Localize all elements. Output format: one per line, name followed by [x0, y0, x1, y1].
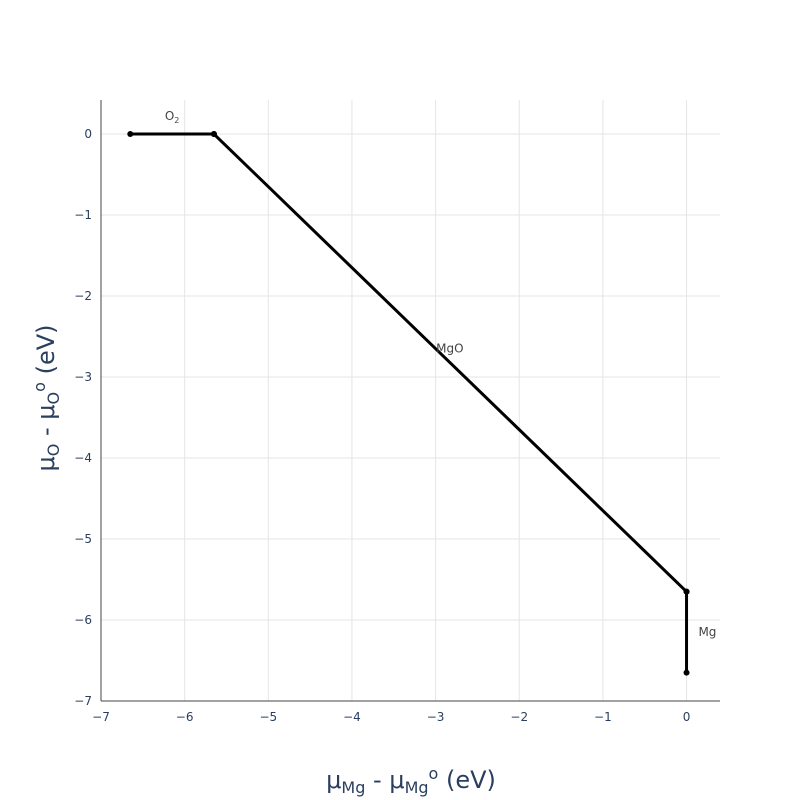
x-tick-label: −6 — [176, 710, 194, 724]
series-line — [212, 132, 688, 593]
x-tick-label: −7 — [92, 710, 110, 724]
region-label: MgO — [436, 342, 463, 356]
region-label: O2 — [165, 109, 180, 125]
x-tick-label: −4 — [343, 710, 361, 724]
axis-layer: −7 −6 −5 −4 −3 −2 −1 0 0 −1 −2 −3 −4 −5 −6 −7 — [74, 100, 720, 724]
y-tick-label: −2 — [74, 289, 92, 303]
x-tick-label: −3 — [427, 710, 445, 724]
series-layer — [127, 131, 690, 676]
y-tick-label: −4 — [74, 451, 92, 465]
y-tick-label: −1 — [74, 208, 92, 222]
annotation-layer: O2 MgO Mg — [165, 109, 717, 639]
x-axis-title: μMg - μMgo (eV) — [326, 764, 496, 797]
y-axis-title: μO - μOo (eV) — [30, 325, 63, 472]
y-tick-label: −5 — [74, 532, 92, 546]
x-tick-label: −1 — [594, 710, 612, 724]
series-point — [683, 669, 690, 676]
y-tick-label: 0 — [84, 127, 92, 141]
series-point — [127, 131, 134, 138]
series-point — [683, 588, 690, 595]
x-tick-label: 0 — [683, 710, 691, 724]
grid-layer — [101, 100, 720, 701]
y-tick-label: −7 — [74, 694, 92, 708]
y-tick-label: −3 — [74, 370, 92, 384]
region-label: Mg — [698, 625, 716, 639]
series-point — [210, 131, 217, 138]
x-tick-label: −2 — [510, 710, 528, 724]
y-tick-label: −6 — [74, 613, 92, 627]
x-tick-label: −5 — [259, 710, 277, 724]
